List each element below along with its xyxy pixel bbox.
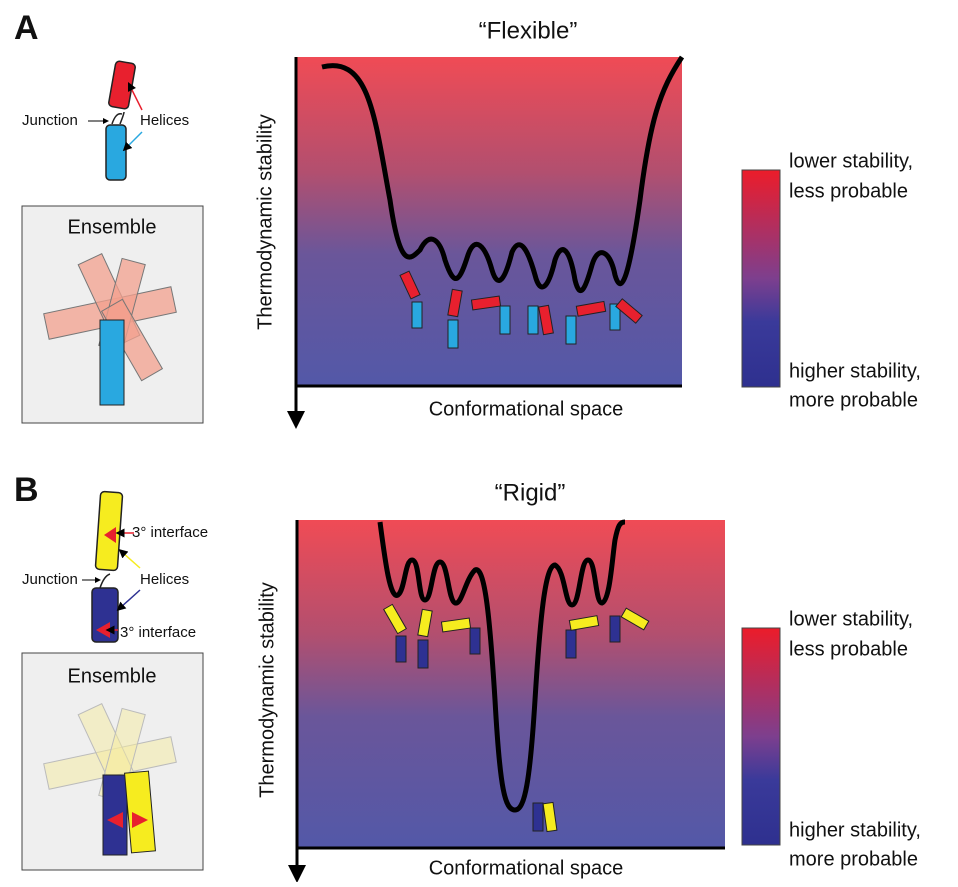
helices-label: Helices — [140, 571, 189, 588]
y-axis-label: Thermodynamic stability — [256, 582, 278, 798]
x-axis-label: Conformational space — [429, 398, 624, 420]
junction-label: Junction — [22, 571, 78, 588]
scale-bottom: higher stability, — [789, 819, 921, 841]
ensemble-helices — [43, 253, 177, 406]
helices-label: Helices — [140, 112, 189, 129]
conformers-a — [399, 270, 643, 349]
scale-top: less probable — [789, 638, 908, 660]
junction-label: Junction — [22, 112, 78, 129]
schematic-a — [88, 60, 143, 181]
landscape — [297, 520, 725, 848]
ensemble-helices — [43, 703, 177, 856]
energy-curve — [377, 519, 626, 813]
scale-top: lower stability, — [789, 150, 913, 172]
energy-curve — [321, 55, 685, 294]
panel-title: “Rigid” — [495, 479, 566, 506]
panel-label: B — [14, 471, 39, 509]
x-axis-label: Conformational space — [429, 857, 624, 879]
ensemble-label: Ensemble — [68, 216, 157, 238]
schematic-b — [82, 490, 141, 643]
interface-label: 3° interface — [132, 524, 208, 541]
panel-title: “Flexible” — [479, 17, 578, 44]
scale-top: lower stability, — [789, 608, 913, 630]
color-scale — [741, 169, 781, 388]
scale-top: less probable — [789, 180, 908, 202]
conformers-b — [382, 603, 650, 833]
scale-bottom: more probable — [789, 848, 918, 870]
interface-label: 3° interface — [120, 624, 196, 641]
landscape — [296, 57, 682, 386]
color-scale — [741, 627, 781, 846]
scale-bottom: more probable — [789, 389, 918, 411]
scale-bottom: higher stability, — [789, 360, 921, 382]
y-axis-label: Thermodynamic stability — [254, 114, 276, 330]
ensemble-label: Ensemble — [68, 665, 157, 687]
panel-label: A — [14, 9, 39, 47]
